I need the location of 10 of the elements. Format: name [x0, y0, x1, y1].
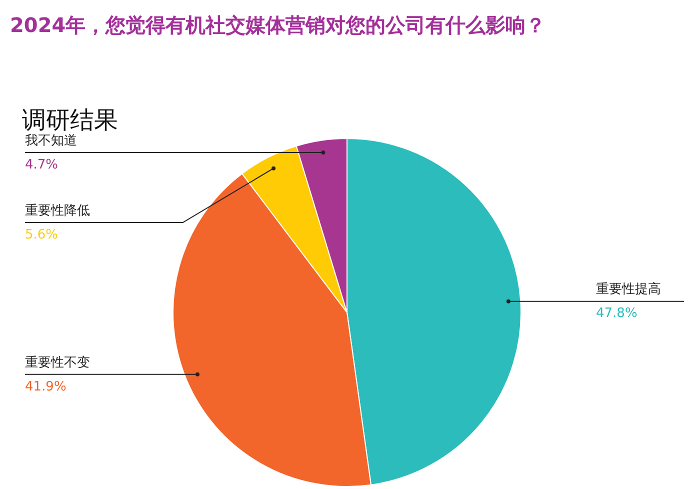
slice-label: 重要性提高: [596, 281, 661, 298]
data-label: 5.6%: [25, 227, 58, 242]
slice-label: 我不知道: [25, 133, 77, 148]
data-label: 4.7%: [25, 157, 58, 172]
chart-subtitle: 调研结果: [22, 105, 118, 134]
data-label: 41.9%: [25, 379, 66, 394]
slice-label: 重要性降低: [25, 203, 90, 218]
slice-label: 重要性不变: [25, 355, 90, 370]
chart-title: 2024年，您觉得有机社交媒体营销对您的公司有什么影响？: [10, 12, 546, 39]
data-label: 47.8%: [596, 306, 638, 322]
